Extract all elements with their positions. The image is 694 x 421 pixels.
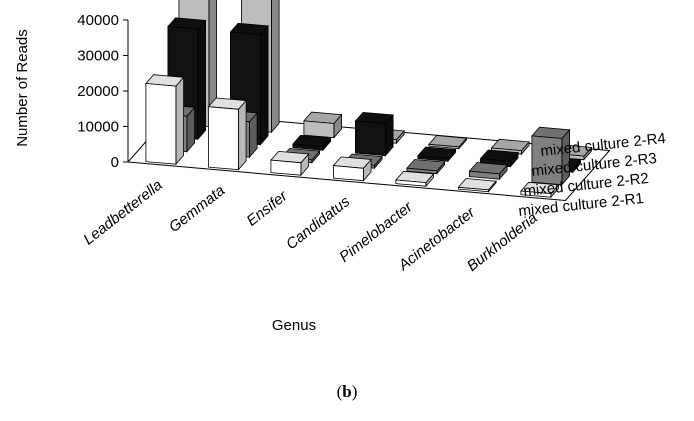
bar-front-face: [303, 120, 335, 139]
chart-bars: [145, 0, 593, 199]
bar-mixed-culture-2-r3-gemmata: [229, 22, 269, 146]
y-tick-label: 0: [111, 154, 119, 171]
bar-mixed-culture-2-r2-burkholderia: [531, 126, 571, 186]
bar-mixed-culture-2-r4-pimelobacter: [428, 135, 468, 150]
bar-side-face: [197, 19, 207, 141]
panel-label-letter: b: [342, 382, 352, 401]
bar-side-face: [237, 99, 247, 171]
bar-side-face: [270, 0, 280, 134]
y-tick-label: 40000: [77, 12, 119, 29]
bar-front-face: [270, 159, 302, 176]
y-tick-label: 20000: [77, 83, 119, 100]
bar-front-face: [457, 186, 489, 193]
bar-front-face: [520, 190, 552, 198]
bar-side-face: [175, 76, 185, 166]
y-tick-label: 10000: [77, 119, 119, 136]
panel-label: (b): [0, 382, 694, 402]
bar-front-face: [395, 179, 427, 187]
x-tick-label: Gemmata: [166, 182, 228, 236]
x-axis-label: Genus: [272, 317, 316, 334]
bar-mixed-culture-2-r1-acinetobacter: [457, 178, 497, 193]
bar-mixed-culture-2-r1-candidatus: [332, 156, 372, 182]
bar-mixed-culture-2-r1-burkholderia: [520, 181, 560, 199]
bar-mixed-culture-2-r1-leadbetterella: [145, 74, 185, 166]
bar-mixed-culture-2-r3-pimelobacter: [417, 146, 457, 163]
x-tick-label: Ensifer: [243, 187, 291, 230]
panel-label-close: ): [351, 382, 358, 401]
bar-mixed-culture-2-r4-ensifer: [303, 111, 343, 139]
bar-front-face: [531, 135, 563, 186]
bar-mixed-culture-2-r2-acinetobacter: [468, 162, 508, 181]
y-axis-label: Number of Reads: [14, 29, 31, 147]
bar-front-face: [468, 170, 500, 180]
bar-front-face: [332, 165, 364, 182]
bar-front-face: [292, 143, 324, 151]
bar-mixed-culture-2-r4-acinetobacter: [490, 138, 530, 156]
bar-front-face: [354, 120, 386, 157]
bar-mixed-culture-2-r3-candidatus: [354, 111, 394, 157]
bar-front-face: [207, 106, 239, 171]
bar-mixed-culture-2-r1-pimelobacter: [395, 170, 435, 188]
bar-mixed-culture-2-r2-pimelobacter: [406, 159, 446, 175]
y-tick-label: 30000: [77, 48, 119, 65]
bar-front-face: [406, 167, 438, 175]
bar-front-face: [145, 83, 177, 165]
bar-mixed-culture-2-r1-ensifer: [270, 150, 310, 177]
bar-mixed-culture-2-r3-ensifer: [292, 134, 332, 152]
bar-front-face: [417, 155, 449, 162]
bar-front-face: [428, 143, 460, 150]
bar-side-face: [259, 24, 269, 146]
panel-label-open: (: [336, 382, 343, 401]
x-tick-label: Leadbetterella: [80, 177, 165, 249]
x-tick-label: Candidatus: [283, 193, 354, 253]
bar-mixed-culture-2-r1-gemmata: [207, 97, 247, 171]
